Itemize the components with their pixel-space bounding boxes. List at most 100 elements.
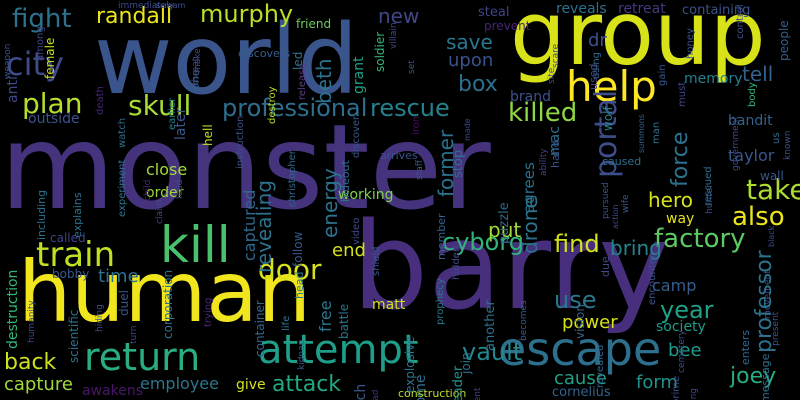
- word-discover: discover: [351, 115, 362, 158]
- word-lead: lead: [175, 179, 185, 199]
- word-wall: wall: [760, 169, 784, 183]
- word-use: use: [554, 286, 597, 314]
- word-government: government: [731, 116, 741, 171]
- word-grant: grant: [351, 56, 367, 94]
- word-dr: dr: [588, 30, 607, 51]
- word-threat: threat: [191, 57, 201, 85]
- word-shield: shield: [371, 246, 382, 276]
- word-bobby: bobby: [52, 267, 90, 281]
- word-black: black: [767, 225, 776, 247]
- word-randall: randall: [96, 4, 173, 29]
- word-encounter: encounter: [647, 254, 658, 305]
- word-hell: hell: [201, 124, 215, 146]
- word-fight: fight: [12, 4, 72, 34]
- word-memory: memory: [684, 71, 743, 87]
- word-outside: outside: [28, 111, 80, 127]
- word-cyborg: cyborg: [442, 228, 524, 256]
- word-year: year: [660, 296, 714, 324]
- word-train: train: [36, 235, 116, 275]
- word-attempt: attempt: [258, 327, 419, 373]
- word-release: release: [297, 63, 308, 100]
- word-scare: scare: [551, 43, 561, 68]
- word-find: find: [554, 230, 600, 258]
- word-made: made: [463, 118, 472, 141]
- word-drone: drone: [518, 196, 542, 254]
- word-wife: wife: [621, 194, 631, 213]
- word-camp: camp: [652, 276, 697, 295]
- word-free: free: [316, 300, 335, 332]
- word-villain: villain: [389, 22, 399, 49]
- word-wolf: wolf: [601, 106, 615, 131]
- word-also: also: [732, 202, 785, 232]
- word-caused: caused: [602, 155, 642, 168]
- word-body: body: [747, 82, 758, 107]
- word-back: back: [4, 350, 57, 375]
- word-way: way: [666, 211, 695, 227]
- word-power: power: [562, 312, 618, 333]
- word-instruction: instruction: [235, 115, 246, 169]
- word-immediately: immediately: [118, 1, 175, 11]
- word-rescue: rescue: [370, 94, 450, 122]
- word-enters: enters: [739, 329, 752, 365]
- word-hero: hero: [648, 188, 693, 212]
- word-control: control: [735, 4, 746, 39]
- word-help: help: [566, 62, 657, 111]
- word-cause: cause: [554, 368, 607, 389]
- word-known: known: [783, 130, 793, 161]
- word-upon: upon: [448, 50, 494, 71]
- word-reach: reach: [353, 384, 369, 400]
- word-staff: staff: [415, 160, 425, 180]
- word-matt: matt: [372, 297, 406, 313]
- word-corporation: corporation: [161, 269, 175, 339]
- word-reveals: reveals: [556, 1, 607, 17]
- word-among: among: [35, 26, 46, 61]
- word-death: death: [95, 86, 106, 115]
- word-experiment: experiment: [117, 159, 128, 217]
- word-another: another: [483, 300, 498, 351]
- word-follow: follow: [291, 231, 305, 267]
- word-battle: battle: [337, 303, 351, 339]
- word-message: message: [759, 353, 772, 400]
- word-give: give: [236, 377, 266, 393]
- word-arrives: arrives: [380, 149, 418, 162]
- word-weapon: weapon: [3, 43, 13, 79]
- word-duel: duel: [117, 290, 131, 316]
- word-explosive: explosive: [403, 336, 417, 393]
- word-anti: anti: [5, 76, 21, 103]
- word-awakens: awakens: [82, 383, 143, 399]
- word-brand: brand: [510, 89, 551, 105]
- word-join: join: [459, 352, 473, 374]
- word-due: due: [599, 256, 612, 277]
- word-skull: skull: [128, 89, 192, 122]
- word-vault: vault: [462, 338, 523, 366]
- word-construction: construction: [398, 387, 467, 400]
- word-earlier: earlier: [167, 97, 178, 130]
- word-form: form: [636, 372, 678, 393]
- word-set: set: [407, 60, 417, 74]
- word-attack: attack: [272, 372, 342, 397]
- word-revealed: revealed: [595, 344, 606, 388]
- word-prevent: prevent: [484, 19, 531, 33]
- word-container: container: [253, 300, 267, 357]
- word-man: man: [651, 121, 662, 144]
- word-turn: turn: [129, 325, 139, 344]
- word-using: using: [591, 51, 602, 79]
- word-kidnap: kidnap: [297, 339, 307, 370]
- word-former: former: [434, 129, 458, 197]
- word-scream: scream: [156, 1, 186, 10]
- word-professor: professor: [752, 250, 777, 353]
- word-action: action: [611, 204, 620, 229]
- word-watch: watch: [117, 117, 128, 148]
- word-dead: dead: [371, 390, 381, 400]
- word-humanity: humanity: [27, 300, 37, 343]
- word-time: time: [98, 266, 139, 287]
- word-including: including: [35, 189, 48, 240]
- word-video: video: [351, 217, 362, 245]
- word-group: group: [510, 0, 766, 85]
- word-put: put: [488, 218, 522, 242]
- word-force: force: [668, 131, 693, 187]
- word-employee: employee: [140, 374, 219, 393]
- word-prime: prime: [671, 375, 682, 400]
- word-honey: honey: [685, 28, 696, 59]
